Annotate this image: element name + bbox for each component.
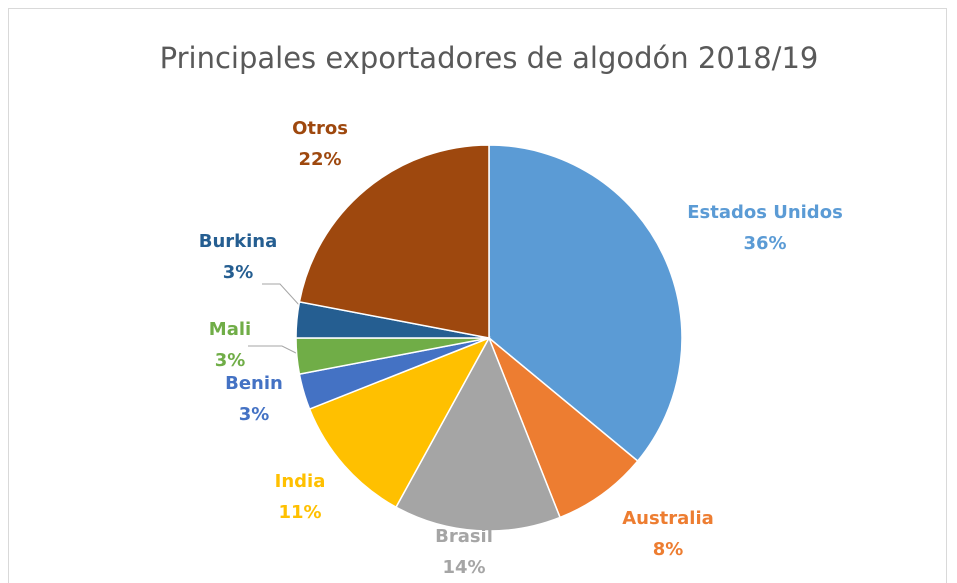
slice-label: Estados Unidos — [687, 202, 843, 223]
slice-label: Mali — [209, 319, 251, 340]
slice-value: 22% — [298, 149, 341, 170]
slice-value: 3% — [215, 350, 246, 371]
chart-title: Principales exportadores de algodón 2018… — [160, 41, 819, 75]
slice-label: Brasil — [435, 526, 493, 547]
slice-label: Benin — [225, 373, 283, 394]
leader-line — [248, 345, 301, 356]
pie-slice — [308, 336, 491, 509]
slice-value: 3% — [223, 262, 254, 283]
slice-label: Burkina — [199, 231, 278, 252]
slice-label: Australia — [622, 508, 714, 529]
slice-value: 11% — [278, 502, 321, 523]
pie-slice — [488, 337, 639, 519]
pie-slice — [395, 336, 562, 532]
slice-value: 3% — [239, 404, 270, 425]
slice-value: 36% — [743, 233, 786, 254]
slice-label: India — [275, 471, 326, 492]
pie-slice — [298, 144, 490, 339]
slice-label: Otros — [292, 118, 348, 139]
leader-line — [262, 283, 301, 307]
slice-value: 14% — [442, 557, 485, 578]
slice-value: 8% — [653, 539, 684, 560]
pie-slice — [488, 144, 683, 463]
